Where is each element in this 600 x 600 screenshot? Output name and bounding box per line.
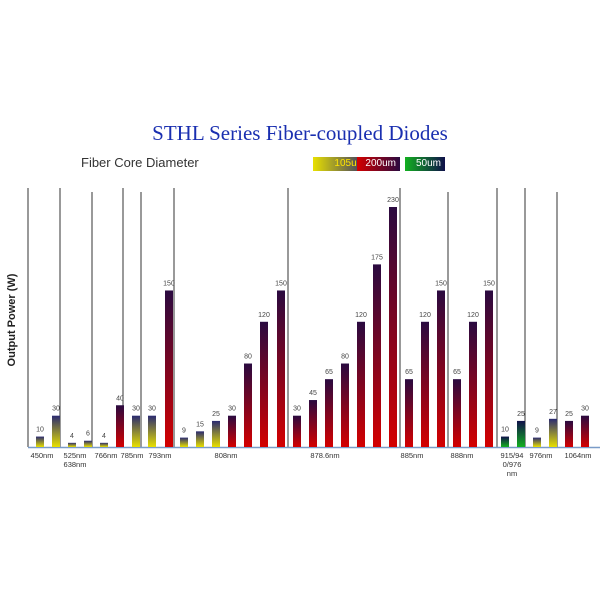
category-label: 793nm xyxy=(149,451,172,460)
legend-item-105um: 105um xyxy=(313,157,369,171)
category-label: 885nm xyxy=(401,451,424,460)
bar xyxy=(565,420,573,447)
bar-value-label: 150 xyxy=(275,280,287,287)
legend-title: Fiber Core Diameter xyxy=(81,155,199,170)
bar-value-label: 120 xyxy=(419,312,431,319)
bar xyxy=(165,290,173,447)
bar xyxy=(244,363,252,447)
bar xyxy=(533,437,541,447)
category-label: 638nm xyxy=(64,460,87,469)
bar-value-label: 80 xyxy=(341,354,349,361)
bar xyxy=(277,290,285,447)
category-label: 0/976 xyxy=(503,460,522,469)
bar-value-label: 150 xyxy=(483,280,495,287)
bar xyxy=(212,420,220,447)
bar-value-label: 150 xyxy=(435,280,447,287)
category-label: 976nm xyxy=(530,451,553,460)
bar xyxy=(260,321,268,447)
bar-value-label: 15 xyxy=(196,421,204,428)
bar-value-label: 27 xyxy=(549,409,557,416)
bar xyxy=(581,415,589,447)
bar-value-label: 25 xyxy=(517,411,525,418)
bar-value-label: 30 xyxy=(581,406,589,413)
bar-value-label: 30 xyxy=(52,406,60,413)
bar xyxy=(501,436,509,447)
bar-value-label: 9 xyxy=(182,428,186,435)
bar-value-label: 4 xyxy=(70,433,74,440)
bar-value-label: 40 xyxy=(116,395,124,402)
bar xyxy=(421,321,429,447)
bar xyxy=(357,321,365,447)
bar xyxy=(437,290,445,447)
bar-value-label: 30 xyxy=(132,406,140,413)
bar xyxy=(453,379,461,447)
bar xyxy=(549,418,557,447)
bar xyxy=(228,415,236,447)
category-label: 878.6nm xyxy=(310,451,339,460)
bar-value-label: 120 xyxy=(258,312,270,319)
bar-value-label: 10 xyxy=(501,427,509,434)
bar-value-label: 6 xyxy=(86,431,90,438)
bar-value-label: 230 xyxy=(387,197,399,204)
bar-value-label: 30 xyxy=(228,406,236,413)
bar-value-label: 4 xyxy=(102,433,106,440)
bar-value-label: 150 xyxy=(163,280,175,287)
category-label: 915/94 xyxy=(501,451,524,460)
bar xyxy=(517,420,525,447)
bar-value-label: 30 xyxy=(293,406,301,413)
bar-value-label: 25 xyxy=(212,411,220,418)
bar xyxy=(485,290,493,447)
bar xyxy=(100,442,108,447)
bar-value-label: 120 xyxy=(467,312,479,319)
bar xyxy=(132,415,140,447)
bar-value-label: 25 xyxy=(565,411,573,418)
bar xyxy=(148,415,156,447)
bar xyxy=(116,405,124,447)
bar-value-label: 80 xyxy=(244,354,252,361)
category-label: 785nm xyxy=(121,451,144,460)
category-label: 525nm xyxy=(64,451,87,460)
bar xyxy=(309,400,317,447)
bar xyxy=(84,440,92,447)
bar xyxy=(325,379,333,447)
category-label: 766nm xyxy=(95,451,118,460)
bar xyxy=(341,363,349,447)
legend-item-200um: 200um xyxy=(357,157,400,171)
bar-value-label: 65 xyxy=(405,369,413,376)
bar xyxy=(36,436,44,447)
bar xyxy=(68,442,76,447)
bar xyxy=(469,321,477,447)
bar-value-label: 120 xyxy=(355,312,367,319)
bar xyxy=(389,207,397,447)
category-label: 450nm xyxy=(31,451,54,460)
bar xyxy=(52,415,60,447)
bar-value-label: 45 xyxy=(309,390,317,397)
bar-value-label: 65 xyxy=(453,369,461,376)
bar xyxy=(293,415,301,447)
category-label: nm xyxy=(507,469,517,478)
chart-title: STHL Series Fiber-coupled Diodes xyxy=(152,121,448,145)
category-label: 808nm xyxy=(215,451,238,460)
legend-item-50um: 50um xyxy=(405,157,445,171)
bar xyxy=(405,379,413,447)
bar xyxy=(196,431,204,447)
bar-value-label: 65 xyxy=(325,369,333,376)
category-label: 1064nm xyxy=(564,451,591,460)
bar xyxy=(373,264,381,447)
bar xyxy=(180,437,188,447)
bar-value-label: 10 xyxy=(36,427,44,434)
bar-value-label: 9 xyxy=(535,428,539,435)
bar-value-label: 175 xyxy=(371,254,383,261)
bar-value-label: 30 xyxy=(148,406,156,413)
category-label: 888nm xyxy=(451,451,474,460)
